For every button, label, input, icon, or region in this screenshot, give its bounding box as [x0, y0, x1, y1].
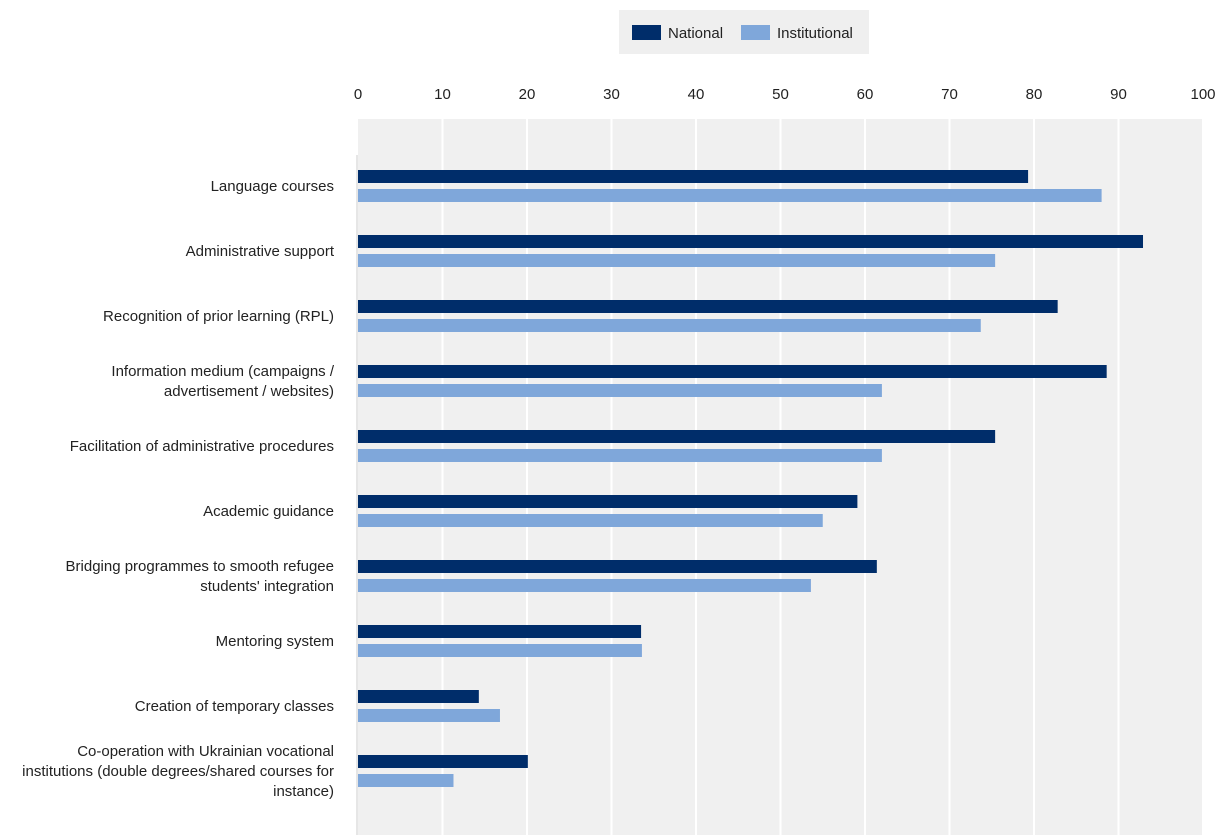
bar-national [358, 495, 858, 508]
plot-area [356, 119, 1204, 835]
x-tick-label: 0 [354, 86, 362, 103]
legend-label-national: National [668, 25, 723, 42]
bar-national [358, 690, 479, 703]
category-label: Recognition of prior learning (RPL) [103, 308, 334, 325]
bar-institutional [358, 774, 454, 787]
bar-national [358, 365, 1107, 378]
x-tick-label: 50 [772, 86, 789, 103]
x-tick-label: 60 [857, 86, 874, 103]
category-label: Co-operation with Ukrainian vocational in… [22, 743, 334, 800]
legend-swatch-national [632, 25, 661, 40]
bar-institutional [358, 189, 1102, 202]
bar-institutional [358, 579, 811, 592]
category-label: Bridging programmes to smooth refugee stu… [66, 558, 334, 595]
x-axis-ticks: 0 10 20 30 40 50 60 70 80 90 100 [354, 86, 1216, 103]
x-tick-label: 70 [941, 86, 958, 103]
bar-institutional [358, 319, 981, 332]
category-label: Information medium (campaigns / advertise… [111, 363, 334, 400]
category-label: Creation of temporary classes [135, 698, 334, 715]
x-tick-label: 80 [1026, 86, 1043, 103]
legend-label-institutional: Institutional [777, 25, 853, 42]
x-tick-label: 30 [603, 86, 620, 103]
bar-national [358, 755, 528, 768]
bar-national [358, 625, 642, 638]
category-label: Mentoring system [216, 633, 334, 650]
bar-institutional [358, 254, 996, 267]
bar-institutional [358, 644, 642, 657]
bar-institutional [358, 514, 823, 527]
x-tick-label: 20 [519, 86, 536, 103]
x-tick-label: 10 [434, 86, 451, 103]
bar-national [358, 560, 877, 573]
bar-institutional [358, 449, 882, 462]
bar-national [358, 300, 1058, 313]
bar-institutional [358, 709, 500, 722]
legend-swatch-institutional [741, 25, 770, 40]
category-label: Administrative support [186, 243, 335, 260]
bar-national [358, 235, 1144, 248]
category-label: Facilitation of administrative procedure… [70, 438, 334, 455]
category-label: Academic guidance [203, 503, 334, 520]
bar-national [358, 170, 1029, 183]
category-labels: Language courses Administrative support Re… [22, 178, 335, 800]
bar-national [358, 430, 996, 443]
legend: National Institutional [619, 10, 869, 54]
bars-group [358, 170, 1144, 787]
x-tick-label: 100 [1190, 86, 1215, 103]
x-tick-label: 40 [688, 86, 705, 103]
category-label: Language courses [211, 178, 334, 195]
bar-institutional [358, 384, 882, 397]
x-tick-label: 90 [1110, 86, 1127, 103]
